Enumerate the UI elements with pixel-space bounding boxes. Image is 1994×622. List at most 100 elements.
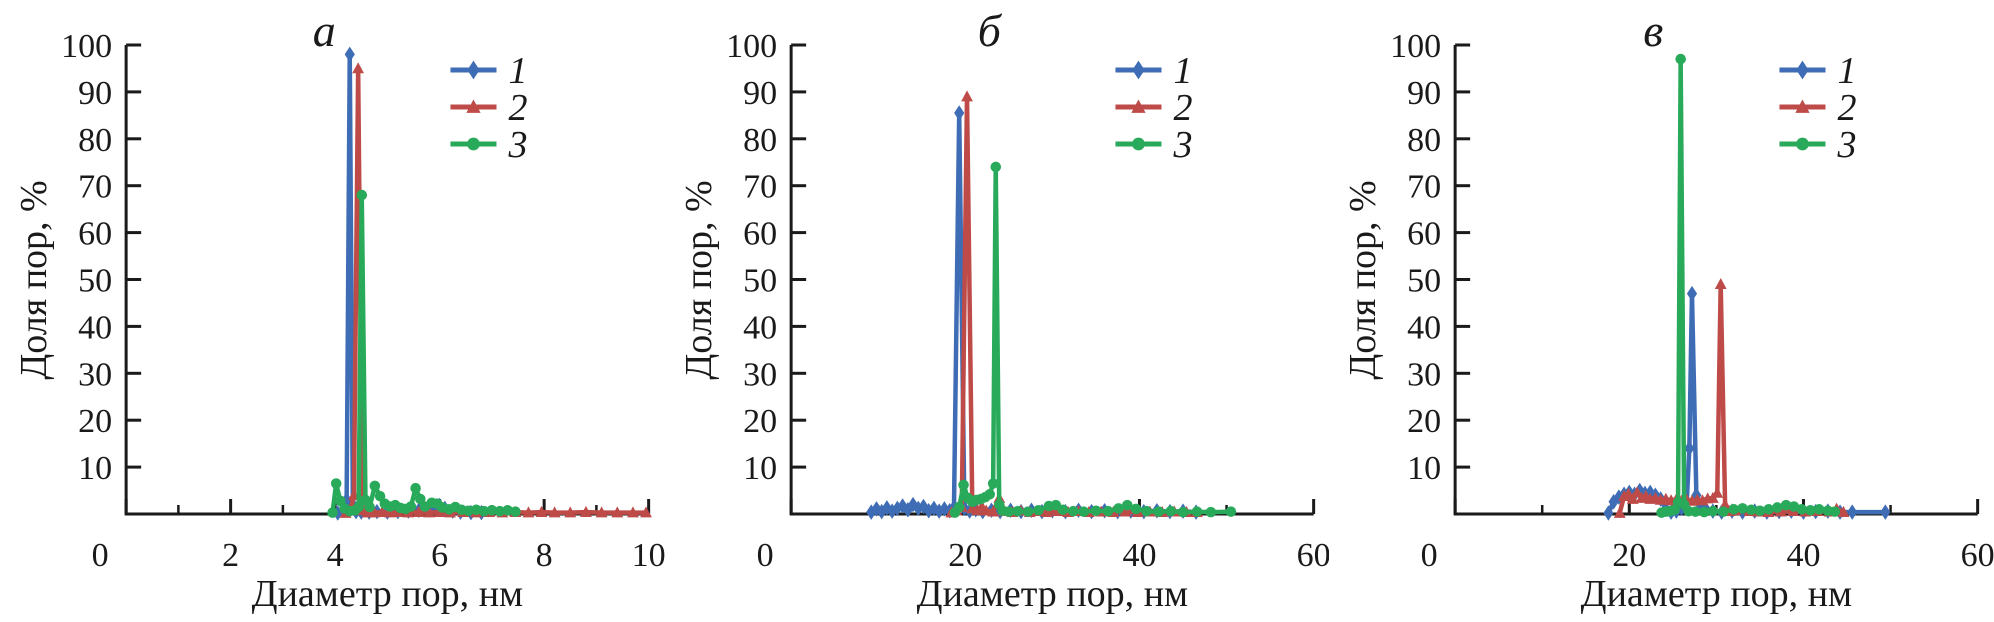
y-tick-label: 100	[726, 28, 777, 65]
y-tick-label: 30	[78, 356, 112, 393]
y-tick-label: 20	[743, 403, 777, 440]
series-3-circle-marker	[1772, 502, 1783, 513]
series-2-triangle-marker	[522, 506, 535, 518]
series-3-circle-marker	[953, 501, 965, 513]
series-3-circle-marker	[1763, 504, 1775, 515]
series-2-triangle-marker	[368, 506, 381, 518]
series-3-circle-marker	[1112, 503, 1124, 514]
y-tick-label: 20	[1407, 403, 1441, 440]
x-tick-label: 0	[92, 537, 109, 574]
x-tick-label: 40	[1122, 537, 1156, 574]
y-tick-label: 90	[1407, 75, 1441, 112]
y-tick-label: 50	[743, 263, 777, 300]
series-3-circle-marker	[470, 504, 482, 516]
series-2-triangle-marker	[1627, 492, 1639, 504]
y-tick-label: 40	[1407, 309, 1441, 346]
series-3-circle-marker	[1102, 505, 1114, 517]
y-tick-label: 60	[1407, 216, 1441, 253]
series-2-triangle-marker	[1040, 505, 1053, 517]
series-2-triangle-marker	[376, 505, 389, 517]
series-1-diamond-marker	[912, 500, 924, 517]
series-3-circle-marker	[353, 501, 364, 513]
series-1-line	[868, 110, 1198, 515]
series-2-triangle-marker	[627, 506, 639, 518]
x-tick-label: 40	[1787, 537, 1821, 574]
series-3-circle-marker	[1814, 504, 1825, 515]
y-tick-label: 60	[78, 216, 112, 253]
series-3-circle-marker	[1003, 506, 1014, 517]
series-3-circle-marker	[374, 490, 386, 502]
chart-panel-v: 10 20 30 40 50 60 70 80 90 100 0 20 40 60 123 в Диамет…	[1342, 5, 1994, 615]
plot-area-b: 10 20 30 40 50 60 70 80 90 100 0 20 40 60 123	[726, 28, 1330, 574]
x-tick-label: 60	[1961, 537, 1994, 574]
legend-label-1: 1	[1838, 50, 1857, 92]
series-2-line	[948, 94, 1199, 515]
series-3-circle-marker	[1754, 505, 1766, 516]
series-3-circle-marker	[410, 482, 421, 494]
x-tick-label: 60	[1296, 537, 1329, 574]
series-2-triangle-marker	[423, 506, 436, 518]
panel-title-v: в	[1644, 5, 1664, 56]
series-1-diamond-marker	[1880, 504, 1891, 520]
series-1-diamond-marker	[1608, 494, 1620, 510]
series-2-triangle-marker	[384, 506, 396, 518]
series-3-circle-marker	[1699, 506, 1710, 518]
series-2-triangle-marker	[1614, 506, 1626, 518]
series-3-circle-marker	[327, 507, 338, 518]
x-tick-label: 20	[948, 537, 982, 574]
x-tick-label: 20	[1613, 537, 1647, 574]
y-tick-label: 50	[78, 263, 112, 300]
series-3-circle-marker	[1805, 504, 1817, 516]
series-3-circle-marker	[1718, 506, 1729, 517]
series-1-diamond-marker	[953, 105, 964, 121]
legend-label-2: 2	[509, 87, 528, 129]
y-tick-label: 20	[78, 403, 112, 440]
y-tick-label: 90	[78, 75, 112, 112]
x-tick-label: 8	[536, 537, 553, 574]
series-3-circle-marker	[1011, 505, 1023, 517]
y-tick-label: 90	[743, 75, 777, 112]
series-3-circle-marker	[1121, 499, 1133, 511]
series-3-circle-marker	[1796, 504, 1808, 515]
x-tick-label: 10	[632, 537, 665, 574]
series-2-line	[1617, 281, 1847, 516]
legend-2-triangle-marker	[466, 99, 481, 113]
series-3-circle-marker	[1140, 505, 1152, 517]
legend-label-1: 1	[509, 50, 528, 92]
y-tick-label: 70	[78, 169, 112, 206]
series-3-circle-marker	[463, 505, 474, 516]
y-tick-label: 100	[1390, 28, 1441, 65]
series-3-circle-marker	[1153, 506, 1164, 517]
series-2-triangle-marker	[611, 506, 624, 518]
series-1-diamond-marker	[344, 46, 355, 63]
series-3-circle-marker	[1165, 505, 1176, 517]
x-tick-label: 0	[1421, 537, 1438, 574]
panel-title-b: б	[977, 5, 1002, 56]
series-3-circle-marker	[987, 478, 999, 489]
series-3-circle-marker	[415, 493, 426, 505]
series-3-circle-marker	[1737, 503, 1749, 514]
legend-2-triangle-marker	[1795, 99, 1810, 113]
series-2-triangle-marker	[986, 505, 999, 517]
legend-1-diamond-marker	[1796, 60, 1809, 80]
y-tick-label: 10	[78, 450, 112, 487]
series-1-diamond-marker	[933, 503, 944, 519]
legend-1-diamond-marker	[467, 60, 480, 80]
y-tick-label: 80	[78, 122, 112, 159]
series-3-circle-marker	[494, 505, 505, 517]
series-3-circle-marker	[1728, 504, 1740, 515]
series-3-circle-marker	[1177, 506, 1188, 518]
series-3-circle-marker	[1707, 505, 1719, 517]
series-3-circle-marker	[510, 506, 521, 517]
x-axis-title-v: Диаметр пор, нм	[1581, 573, 1852, 615]
series-3-circle-marker	[369, 480, 381, 492]
y-tick-label: 100	[61, 28, 112, 65]
series-3-circle-marker	[1781, 499, 1792, 511]
series-2-triangle-marker	[535, 505, 548, 517]
series-3-line	[330, 192, 518, 515]
series-3-circle-marker	[1032, 504, 1044, 516]
series-2-triangle-marker	[564, 506, 577, 518]
series-3-circle-marker	[984, 489, 995, 500]
